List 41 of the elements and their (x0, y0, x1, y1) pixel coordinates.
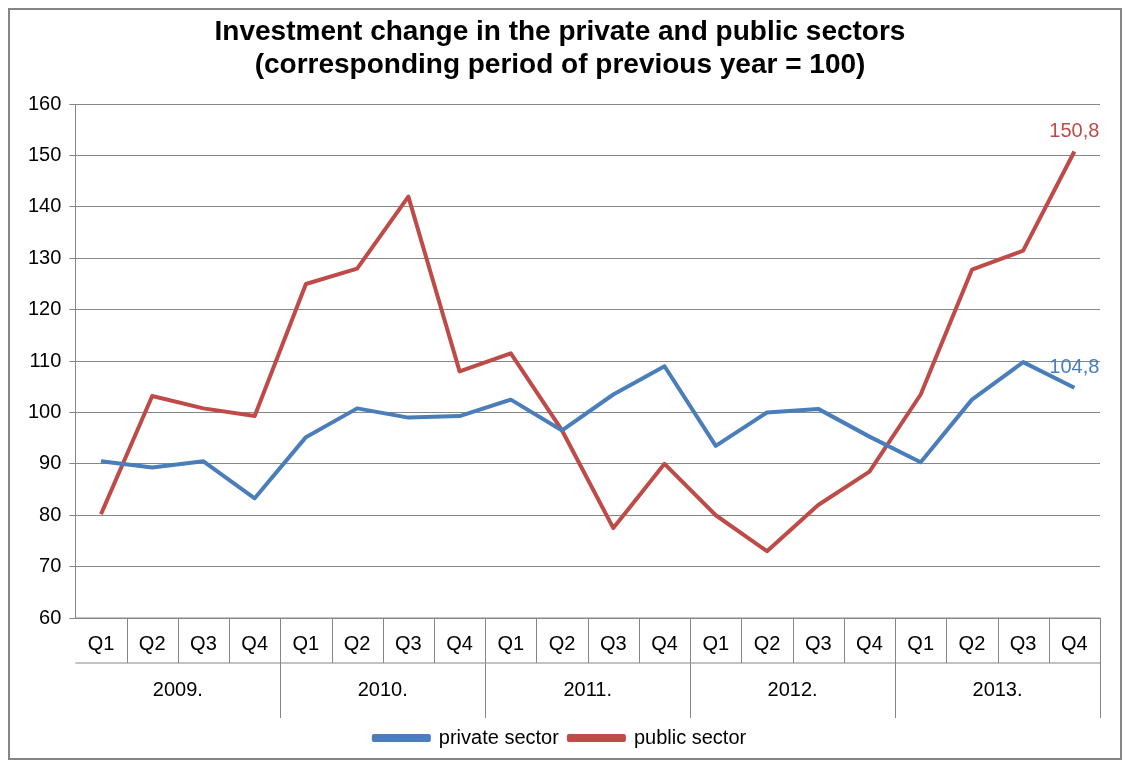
y-tick-label: 60 (39, 605, 62, 628)
text: 2011. (563, 678, 612, 701)
x-tick-label: Q1 (292, 631, 320, 654)
x-tick-label: Q3 (395, 631, 422, 654)
y-tick-label: 120 (27, 297, 62, 320)
x-tick-label: Q1 (907, 631, 935, 654)
legend-label: public sector (633, 725, 747, 748)
x-tick-label: Q1 (497, 631, 525, 654)
x-tick-label: Q4 (446, 631, 473, 654)
y-tick-label: 160 (27, 91, 62, 114)
x-tick-label: Q2 (343, 631, 371, 654)
x-tick-label: Q4 (651, 631, 678, 654)
text: 2009. (152, 678, 203, 701)
legend-label: private sector (438, 725, 560, 748)
x-tick-label: Q2 (958, 631, 986, 654)
y-tick-label: 130 (27, 245, 62, 268)
chart-title: Investment change in the private and public sectors (corresponding period of previous year = 100) (214, 14, 906, 80)
x-tick-label: Q1 (702, 631, 730, 654)
y-tick-label: 70 (39, 554, 62, 577)
y-tick-label: 100 (27, 400, 62, 422)
x-tick-label: Q3 (1009, 631, 1037, 654)
x-tick-label: Q3 (804, 631, 832, 654)
data-label: 104,8 (1049, 355, 1100, 378)
y-tick-label: 80 (39, 502, 62, 525)
x-tick-label: Q2 (753, 631, 781, 654)
text: 2012. (767, 678, 818, 701)
y-tick-label: 150 (27, 143, 62, 166)
x-tick-label: Q1 (87, 631, 115, 654)
text: 2013. (972, 678, 1023, 701)
y-tick-label: 90 (39, 451, 62, 474)
x-tick-label: Q4 (241, 631, 269, 654)
x-tick-label: Q2 (138, 631, 166, 654)
text: 2010. (357, 678, 408, 701)
x-tick-label: Q3 (190, 631, 217, 654)
x-tick-label: Q4 (856, 631, 883, 654)
x-tick-label: Q2 (548, 631, 576, 654)
data-label: 150,8 (1049, 118, 1100, 141)
x-tick-label: Q4 (1061, 631, 1088, 654)
x-tick-label: Q3 (599, 631, 627, 654)
y-tick-label: 140 (27, 194, 62, 217)
y-tick-label: 110 (29, 348, 62, 371)
